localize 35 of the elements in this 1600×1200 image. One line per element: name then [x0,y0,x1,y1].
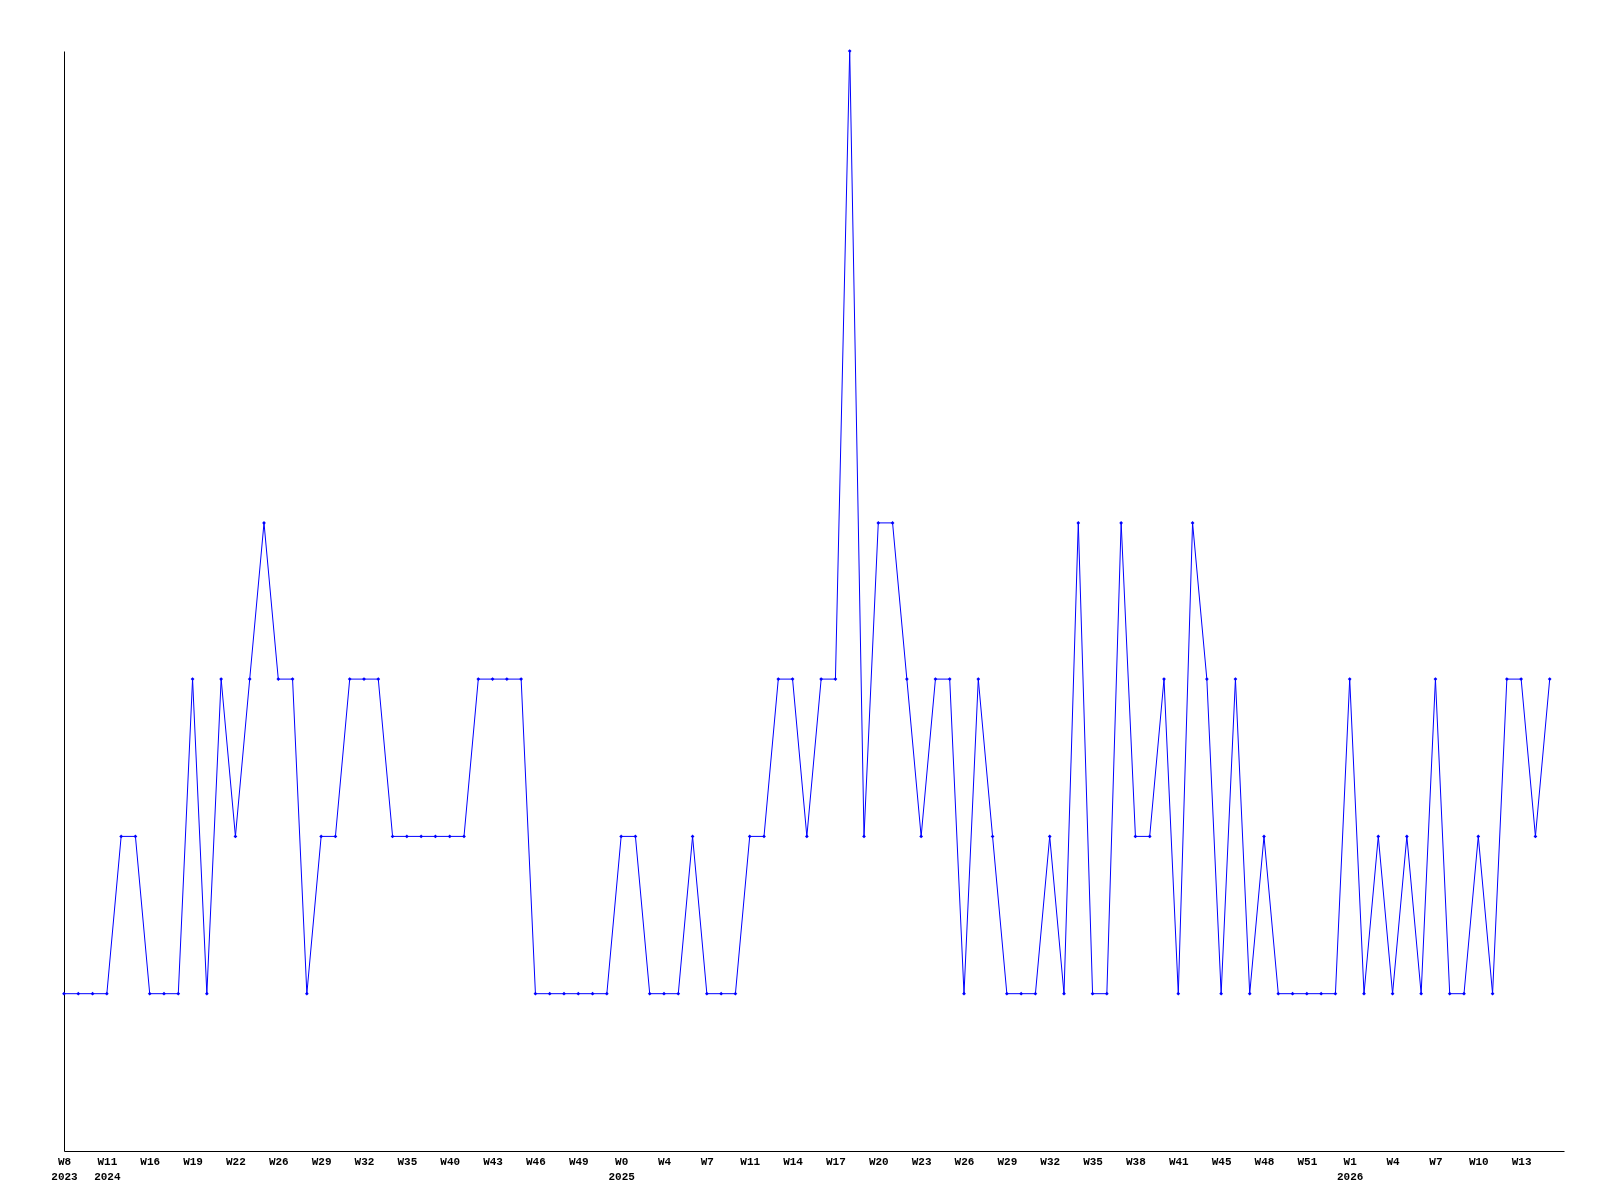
x-tick-label: W35 [397,1155,418,1168]
x-tick-label: W13 [1511,1155,1532,1168]
x-tick-label: W51 [1297,1155,1318,1168]
x-tick-label: W49 [568,1155,589,1168]
x-tick-label: W11 [740,1155,761,1168]
x-tick-label: W0 2025 [608,1155,636,1183]
x-tick-label: W16 [140,1155,161,1168]
x-tick-label: W17 [826,1155,846,1168]
x-tick-label: W1 2026 [1337,1155,1364,1183]
x-tick-label: W11 2024 [94,1155,121,1183]
x-tick-label: W20 [868,1155,889,1168]
x-tick-label: W8 2023 [51,1155,79,1183]
x-tick-label: W7 [1429,1155,1443,1168]
x-tick-label: W10 [1468,1155,1489,1168]
x-tick-label: W45 [1211,1155,1232,1168]
x-tick-label: W29 [311,1155,332,1168]
x-tick-label: W32 [1040,1155,1061,1168]
x-tick-label: W41 [1168,1155,1190,1168]
x-tick-label: W7 [700,1155,714,1168]
x-tick-label: W40 [440,1155,461,1168]
x-tick-label: W4 [657,1155,672,1168]
x-tick-label: W43 [483,1155,504,1168]
x-tick-label: W32 [354,1155,375,1168]
x-tick-label: W22 [226,1155,246,1168]
x-tick-label: W23 [911,1155,932,1168]
x-tick-label: W19 [183,1155,203,1168]
x-tick-label: W26 [268,1155,289,1168]
x-tick-label: W35 [1083,1155,1104,1168]
x-tick-label: W14 [783,1155,804,1168]
x-tick-label: W29 [997,1155,1018,1168]
x-tick-label: W38 [1126,1155,1147,1168]
x-tick-label: W4 [1386,1155,1401,1168]
x-tick-label: W26 [954,1155,975,1168]
x-tick-label: W46 [526,1155,546,1168]
x-tick-label: W48 [1254,1155,1275,1168]
